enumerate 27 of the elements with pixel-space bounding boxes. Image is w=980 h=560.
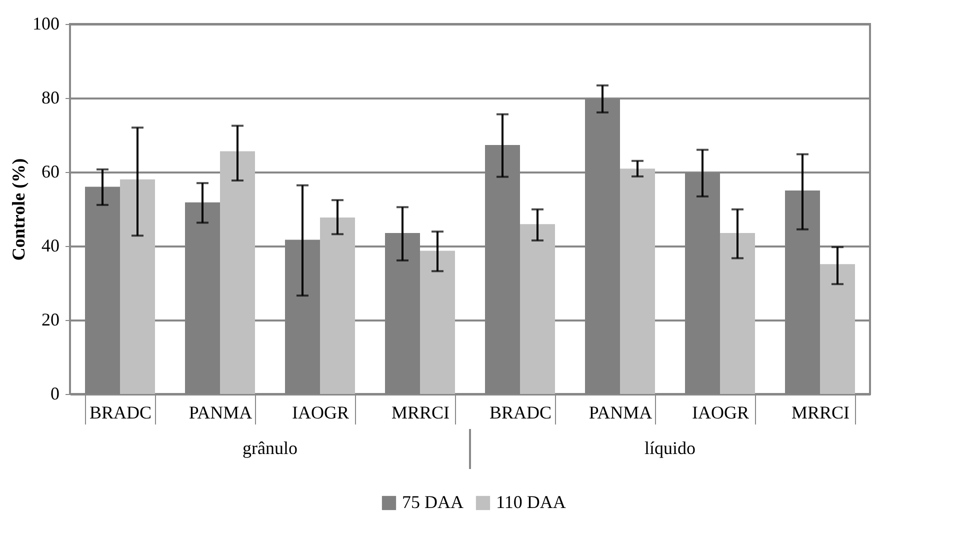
x-tick-label: MRRCI	[391, 402, 450, 422]
bar	[720, 233, 755, 394]
x-tick-label: MRRCI	[791, 402, 850, 422]
bar	[820, 264, 855, 394]
y-tick-label: 40	[42, 236, 60, 256]
bar	[220, 151, 255, 394]
legend-label: 75 DAA	[402, 492, 464, 512]
y-tick-label: 80	[42, 88, 60, 108]
bar	[420, 250, 455, 394]
bar	[120, 179, 155, 394]
bar	[520, 224, 555, 394]
text: líquido	[644, 438, 696, 458]
y-tick-label: 60	[42, 162, 60, 182]
legend-label: 110 DAA	[496, 492, 566, 512]
y-tick-label: 100	[32, 14, 60, 34]
x-tick-label: BRADC	[489, 402, 552, 422]
x-tick-label: IAOGR	[692, 402, 749, 422]
text: grânulo	[242, 438, 298, 458]
x-tick-label: PANMA	[188, 402, 252, 422]
x-tick-label: IAOGR	[292, 402, 349, 422]
y-tick-label: 0	[50, 384, 60, 404]
x-tick-label: BRADC	[89, 402, 152, 422]
bar	[620, 168, 655, 394]
y-axis-title: Controle (%)	[8, 158, 28, 261]
y-tick-label: 20	[42, 310, 60, 330]
x-tick-label: PANMA	[588, 402, 652, 422]
bar	[320, 218, 355, 394]
